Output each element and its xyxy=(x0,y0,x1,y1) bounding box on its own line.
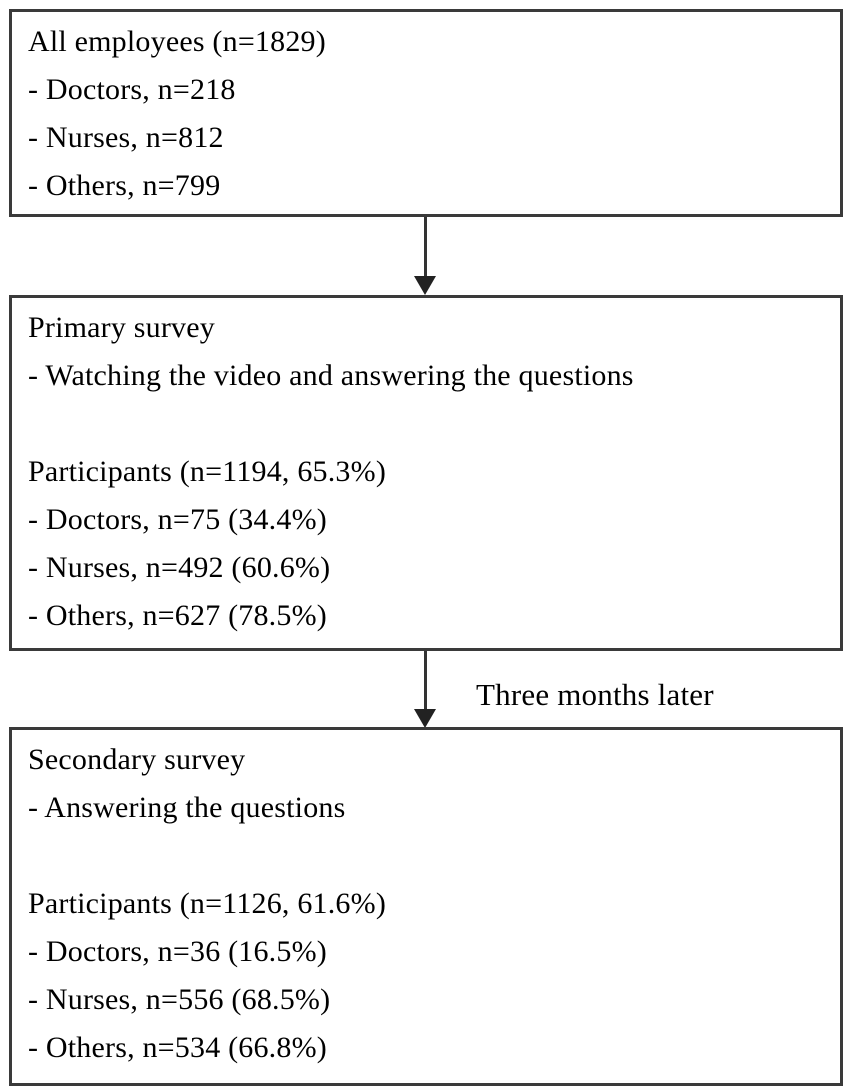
box-line-others: - Others, n=534 (66.8%) xyxy=(28,1031,327,1064)
box-line-others: - Others, n=627 (78.5%) xyxy=(28,599,327,632)
box-secondary-survey: Secondary survey - Answering the questio… xyxy=(9,727,843,1086)
box-line-method: - Watching the video and answering the q… xyxy=(28,359,634,392)
arrow-down-head-icon xyxy=(414,709,436,728)
box-line-participants: Participants (n=1194, 65.3%) xyxy=(28,455,387,488)
arrow-down-head-icon xyxy=(414,276,436,295)
box-line-doctors: - Doctors, n=218 xyxy=(28,73,236,106)
box-title: Secondary survey xyxy=(28,743,246,776)
box-line-doctors: - Doctors, n=75 (34.4%) xyxy=(28,503,327,536)
arrow-down-line xyxy=(424,217,427,278)
box-line-nurses: - Nurses, n=812 xyxy=(28,121,224,154)
box-line-nurses: - Nurses, n=556 (68.5%) xyxy=(28,983,331,1016)
box-primary-survey: Primary survey - Watching the video and … xyxy=(9,295,843,651)
box-line-spacer xyxy=(28,400,824,448)
box-title: Primary survey xyxy=(28,311,215,344)
box-line-participants: Participants (n=1126, 61.6%) xyxy=(28,887,387,920)
box-line-nurses: - Nurses, n=492 (60.6%) xyxy=(28,551,331,584)
box-line-others: - Others, n=799 xyxy=(28,169,221,202)
box-title: All employees (n=1829) xyxy=(28,25,326,58)
box-line-doctors: - Doctors, n=36 (16.5%) xyxy=(28,935,327,968)
arrow-label-three-months: Three months later xyxy=(476,677,714,712)
box-line-method: - Answering the questions xyxy=(28,791,346,824)
box-all-employees: All employees (n=1829) - Doctors, n=218 … xyxy=(9,9,843,217)
box-line-spacer xyxy=(28,832,824,880)
arrow-down-line xyxy=(424,651,427,711)
